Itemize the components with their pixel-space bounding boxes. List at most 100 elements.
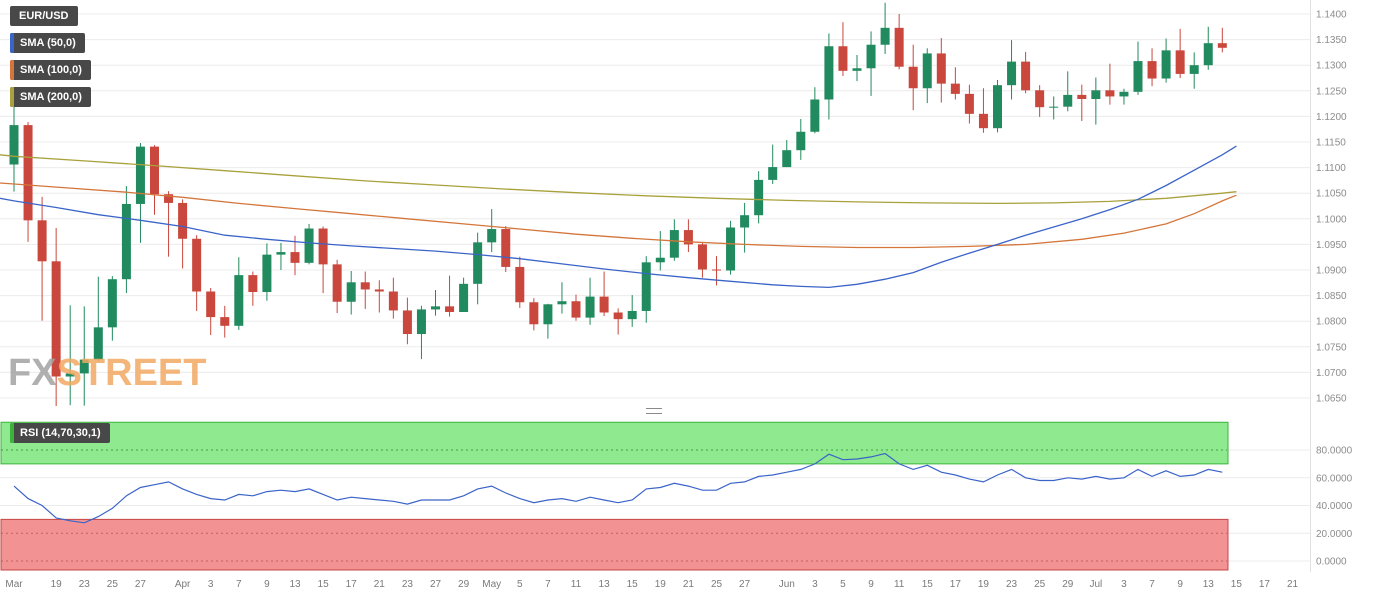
price-axis-label: 1.0750 — [1316, 342, 1347, 353]
time-axis-label: 21 — [682, 579, 694, 590]
time-axis-label: 9 — [1177, 579, 1183, 590]
time-axis-label: 13 — [289, 579, 301, 590]
chart-legend: EUR/USD SMA (50,0) SMA (100,0) SMA (200,… — [10, 6, 91, 107]
time-axis-label: 19 — [977, 579, 989, 590]
time-axis-label: May — [482, 579, 502, 590]
symbol-label: EUR/USD — [19, 10, 69, 22]
time-axis-label: 15 — [626, 579, 638, 590]
splitter-grip-icon[interactable] — [646, 408, 662, 414]
rsi-label: RSI (14,70,30,1) — [20, 427, 101, 439]
price-axis-label: 1.1250 — [1316, 86, 1347, 97]
time-axis-label: 15 — [921, 579, 933, 590]
price-axis-label: 1.1350 — [1316, 35, 1347, 46]
time-axis-label: 25 — [106, 579, 118, 590]
price-axis-label: 1.1200 — [1316, 112, 1347, 123]
time-axis-label: 27 — [429, 579, 442, 590]
price-axis-label: 1.1400 — [1316, 10, 1347, 21]
time-axis-label: 9 — [264, 579, 270, 590]
time-axis-label: 15 — [1230, 579, 1242, 590]
price-axis-label: 1.0900 — [1316, 266, 1347, 277]
price-axis-label: 1.0950 — [1316, 240, 1347, 251]
price-axis-label: 1.0650 — [1316, 394, 1347, 405]
time-axis-label: 7 — [545, 579, 551, 590]
sma200-label: SMA (200,0) — [20, 91, 82, 103]
time-axis-label: 29 — [458, 579, 470, 590]
price-axis-label: 1.0800 — [1316, 317, 1347, 328]
time-axis-label: 25 — [710, 579, 723, 590]
price-gridlines — [0, 13, 1310, 399]
rsi-chart-canvas[interactable]: 80.0000 60.0000 40.0000 20.0000 0.0000 — [0, 414, 1387, 572]
fxstreet-watermark: FXSTREET — [8, 354, 206, 392]
sma50-label: SMA (50,0) — [20, 37, 76, 49]
rsi-panel[interactable]: 80.0000 60.0000 40.0000 20.0000 0.0000 RSI (… — [0, 414, 1387, 572]
price-axis-separator — [1310, 0, 1311, 572]
time-axis-label: 23 — [78, 579, 90, 590]
time-axis-label: 11 — [893, 579, 905, 590]
time-axis-label: 19 — [654, 579, 666, 590]
candles-series — [9, 2, 1227, 406]
time-axis-label: 27 — [739, 579, 751, 590]
time-axis-label: Jul — [1089, 579, 1103, 590]
time-axis-label: 5 — [517, 579, 523, 590]
rsi-axis-label: 80.0000 — [1316, 446, 1353, 457]
price-axis-label: 1.1050 — [1316, 189, 1347, 200]
sma100-label: SMA (100,0) — [20, 64, 82, 76]
time-axis[interactable]: Mar 19 23 25 27 Apr 3 7 9 13 15 17 21 23 27 29 May 5 7 11 13… — [0, 572, 1310, 598]
watermark-fx: FX — [8, 352, 57, 394]
sma100-color-strip — [10, 60, 14, 80]
price-axis-label: 1.0700 — [1316, 368, 1347, 379]
rsi-axis-label: 40.0000 — [1316, 501, 1353, 512]
sma100-badge[interactable]: SMA (100,0) — [10, 60, 91, 80]
price-axis-label: 1.0850 — [1316, 291, 1347, 302]
time-axis-label: 11 — [570, 579, 582, 590]
panel-splitter[interactable] — [0, 406, 1310, 414]
watermark-street: STREET — [56, 352, 207, 394]
price-axis-label: 1.1000 — [1316, 214, 1347, 225]
overbought-zone — [0, 421, 1229, 465]
sma200-line — [0, 154, 1237, 205]
time-axis-label: Jun — [778, 579, 795, 590]
time-axis-label: 23 — [401, 579, 413, 590]
time-axis-label: 25 — [1034, 579, 1046, 590]
rsi-axis-label: 0.0000 — [1316, 557, 1347, 568]
sma200-color-strip — [10, 87, 14, 107]
time-axis-label: 21 — [1286, 579, 1299, 590]
sma50-color-strip — [10, 33, 14, 53]
price-panel[interactable]: 1.1400 1.1350 1.1300 1.1250 1.1200 1.1150 1.11… — [0, 0, 1387, 406]
time-axis-label: 19 — [50, 579, 62, 590]
time-axis-label: 13 — [1202, 579, 1214, 590]
time-axis-label: 3 — [1121, 579, 1127, 590]
time-axis-label: 13 — [598, 579, 610, 590]
time-axis-label: 29 — [1062, 579, 1074, 590]
time-axis-label: 21 — [373, 579, 385, 590]
time-axis-label: Apr — [174, 579, 191, 590]
time-axis-label: 9 — [868, 579, 874, 590]
price-axis-label: 1.1100 — [1316, 163, 1346, 174]
sma50-badge[interactable]: SMA (50,0) — [10, 33, 85, 53]
time-axis-label: 17 — [949, 579, 961, 590]
time-axis-label: 5 — [840, 579, 846, 590]
time-axis-label: 17 — [345, 579, 357, 590]
price-chart-canvas[interactable]: 1.1400 1.1350 1.1300 1.1250 1.1200 1.1150 1.11… — [0, 0, 1387, 406]
time-axis-label: 15 — [317, 579, 329, 590]
sma200-badge[interactable]: SMA (200,0) — [10, 87, 91, 107]
price-axis-label: 1.1300 — [1316, 61, 1347, 72]
time-axis-label: 27 — [134, 579, 146, 590]
time-axis-label: 3 — [207, 579, 214, 590]
oversold-zone — [0, 518, 1229, 571]
rsi-axis-label: 20.0000 — [1316, 529, 1353, 540]
time-axis-label: 17 — [1258, 579, 1270, 590]
time-axis-label: 23 — [1005, 579, 1018, 590]
rsi-color-strip — [10, 423, 14, 443]
price-axis-label: 1.1150 — [1316, 138, 1346, 149]
sma50-line — [0, 145, 1237, 289]
rsi-axis-label: 60.0000 — [1316, 473, 1353, 484]
time-axis-label: 3 — [812, 579, 818, 590]
time-axis-label: Mar — [5, 579, 23, 590]
sma100-line — [0, 182, 1237, 249]
rsi-badge[interactable]: RSI (14,70,30,1) — [10, 423, 110, 443]
rsi-line — [13, 452, 1223, 524]
time-axis-label: 7 — [1149, 579, 1155, 590]
time-axis-label: 7 — [236, 579, 242, 590]
symbol-badge[interactable]: EUR/USD — [10, 6, 78, 26]
